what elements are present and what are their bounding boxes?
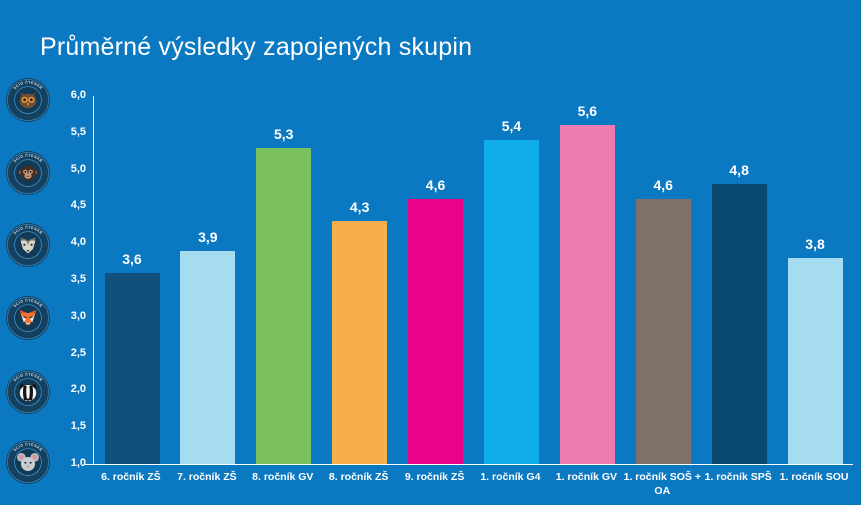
monkey-icon (17, 165, 39, 181)
bar-5 (408, 199, 464, 464)
x-category-label: 9. ročník ZŠ (404, 471, 465, 483)
bar-8 (635, 199, 691, 464)
y-tick-label: 3,0 (70, 310, 86, 322)
y-tick-label: 1,0 (70, 457, 86, 469)
y-tick-label: 4,0 (70, 236, 86, 248)
x-category-label: 1. ročník GV (555, 471, 618, 483)
bar-value-label: 3,9 (198, 229, 218, 245)
badge-pruzkumnik: SCIO ČTENÁŘ PRŮZKUMNÍK (6, 296, 50, 340)
bar-7 (559, 125, 615, 464)
badge-nectenar: SCIO ČTENÁŘ NEČTENÁŘ (6, 440, 50, 484)
bar-9 (711, 184, 767, 464)
bar-1 (104, 273, 160, 464)
mouse-icon (17, 453, 39, 471)
fox-icon (19, 310, 37, 327)
y-tick-label: 3,5 (70, 273, 86, 285)
wolf-icon (19, 237, 37, 254)
y-tick-label: 5,0 (70, 163, 86, 175)
bar-value-label: 4,3 (349, 199, 370, 215)
bar-value-label: 4,6 (653, 177, 673, 193)
axis-corner-tick (85, 464, 94, 465)
y-tick-label: 5,5 (70, 126, 86, 138)
bar-value-label: 5,6 (577, 103, 598, 119)
bar-value-label: 4,8 (729, 162, 749, 178)
bar-value-label: 5,3 (274, 126, 294, 142)
x-category-label: 6. ročník ZŠ (101, 471, 161, 483)
badge-profik: SCIO ČTENÁŘ PROFÍK (6, 151, 50, 195)
x-category-label: 1. ročník SOU (779, 471, 849, 483)
y-tick-label: 4,5 (70, 199, 86, 211)
bar-value-label: 3,8 (805, 236, 825, 252)
x-category-label: 1. ročník SOŠ + OA (623, 471, 701, 497)
badge-zacatecnik: SCIO ČTENÁŘ ZAČÁTEČNÍK (6, 370, 50, 414)
y-tick-label: 1,5 (70, 420, 86, 432)
x-category-label: 1. ročník G4 (480, 471, 541, 483)
bar-6 (483, 140, 539, 464)
y-tick-label: 2,0 (70, 383, 86, 395)
y-tick-label: 2,5 (70, 347, 86, 359)
badger-icon (19, 384, 37, 401)
x-category-label: 8. ročník GV (252, 471, 314, 483)
owl-icon (19, 92, 37, 109)
badge-objevitel: SCIO ČTENÁŘ OBJEVITEL (6, 223, 50, 267)
x-category-label: 8. ročník ZŠ (328, 471, 389, 483)
bar-3 (256, 148, 312, 464)
bar-value-label: 3,6 (122, 251, 142, 267)
badge-specialista: SCIO ČTENÁŘ SPECIALISTA (6, 78, 50, 122)
bar-10 (787, 258, 843, 464)
bar-2 (180, 251, 236, 464)
bar-value-label: 4,6 (425, 177, 446, 193)
bar-4 (332, 221, 388, 464)
x-category-label: 1. ročník SPŠ (704, 471, 772, 483)
y-tick-label: 6,0 (70, 89, 86, 101)
x-category-label: 7. ročník ZŠ (177, 471, 237, 483)
chart-title: Průměrné výsledky zapojených skupin (40, 33, 473, 61)
bar-value-label: 5,4 (501, 118, 522, 134)
plot-area: 3,6 3,9 5,3 4,3 4,6 5,4 5,6 4,6 4,8 3,8 (85, 96, 853, 465)
